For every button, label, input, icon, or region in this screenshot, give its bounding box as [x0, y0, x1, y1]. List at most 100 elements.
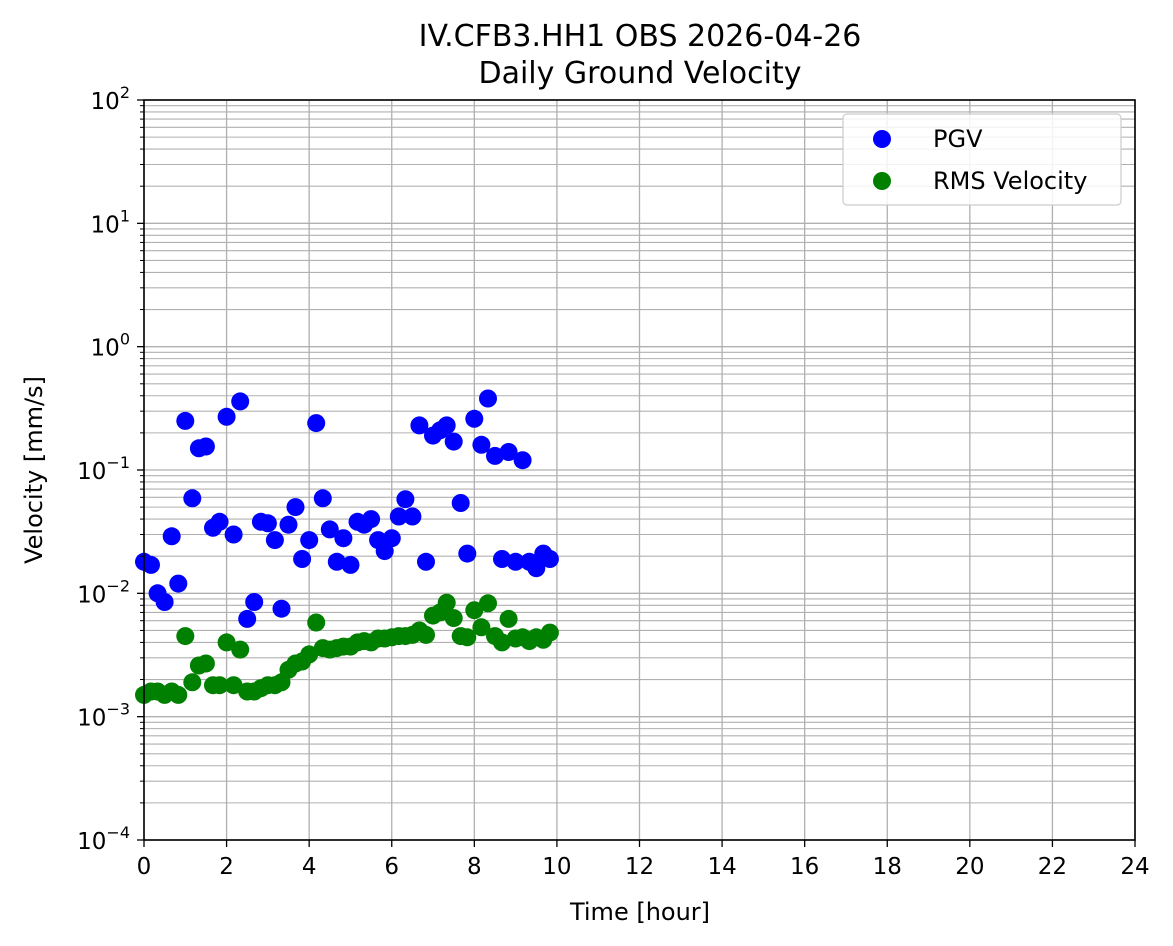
- point-pgv: [155, 593, 174, 611]
- x-tick-label: 2: [219, 854, 234, 880]
- point-pgv: [451, 494, 470, 512]
- y-tick-label: 100: [91, 330, 130, 362]
- legend-marker-pgv: [873, 130, 891, 148]
- point-pgv: [245, 593, 264, 611]
- point-pgv: [499, 443, 518, 461]
- chart-subtitle: Daily Ground Velocity: [478, 56, 801, 91]
- point-pgv: [410, 416, 429, 435]
- point-pgv: [540, 550, 559, 568]
- y-tick-label: 101: [91, 206, 130, 238]
- point-pgv: [444, 432, 463, 451]
- point-rms-velocity: [231, 640, 250, 659]
- point-pgv: [513, 451, 532, 470]
- x-tick-label: 0: [137, 854, 152, 880]
- axis-ticks: 0 2 4 6 8 10 12 14 16 18 20 22 2410−410−310−210−1100…: [77, 83, 1150, 880]
- y-tick-label: 10−2: [77, 576, 130, 608]
- point-rms-velocity: [479, 594, 497, 613]
- point-rms-velocity: [540, 623, 559, 642]
- x-tick-label: 20: [955, 854, 984, 880]
- y-tick-label: 10−4: [77, 823, 130, 855]
- point-pgv: [183, 489, 202, 508]
- point-rms-velocity: [196, 654, 215, 673]
- point-pgv: [493, 550, 511, 568]
- point-pgv: [396, 490, 415, 509]
- point-rms-velocity: [300, 645, 319, 664]
- point-rms-velocity: [499, 609, 518, 628]
- chart-title: IV.CFB3.HH1 OBS 2026-04-26: [419, 19, 862, 54]
- point-rms-velocity: [465, 601, 484, 620]
- legend-box: [842, 113, 1122, 206]
- point-pgv: [142, 555, 160, 574]
- y-tick-label: 10−1: [77, 453, 130, 485]
- legend-marker-rms-velocity: [873, 172, 891, 190]
- point-rms-velocity: [224, 676, 243, 695]
- point-pgv: [403, 507, 422, 526]
- point-rms-velocity: [169, 685, 188, 704]
- point-pgv: [382, 529, 401, 548]
- point-pgv: [293, 550, 312, 568]
- point-pgv: [465, 409, 484, 428]
- x-tick-label: 14: [707, 854, 736, 880]
- legend: PGV RMS Velocity: [842, 113, 1122, 206]
- point-pgv: [389, 507, 408, 526]
- point-pgv: [265, 531, 284, 550]
- point-pgv: [527, 559, 546, 578]
- point-pgv: [224, 525, 243, 544]
- point-pgv: [341, 555, 360, 574]
- point-pgv: [176, 411, 195, 430]
- x-tick-label: 10: [542, 854, 571, 880]
- point-rms-velocity: [437, 593, 456, 612]
- x-tick-label: 12: [625, 854, 654, 880]
- point-rms-velocity: [210, 676, 229, 695]
- point-rms-velocity: [458, 628, 477, 647]
- point-pgv: [196, 437, 215, 456]
- x-tick-label: 16: [790, 854, 819, 880]
- x-tick-label: 22: [1038, 854, 1067, 880]
- point-pgv: [286, 498, 305, 517]
- point-rms-velocity: [307, 613, 326, 632]
- y-tick-label: 10−3: [77, 700, 130, 732]
- point-rms-velocity: [444, 609, 463, 628]
- point-pgv: [162, 527, 181, 546]
- point-rms-velocity: [472, 618, 491, 637]
- x-tick-label: 8: [467, 854, 482, 880]
- point-rms-velocity: [183, 673, 202, 692]
- point-pgv: [231, 392, 250, 411]
- point-pgv: [417, 552, 435, 571]
- point-pgv: [362, 510, 381, 529]
- point-pgv: [300, 531, 319, 550]
- point-pgv: [272, 599, 291, 618]
- point-rms-velocity: [417, 625, 435, 644]
- x-tick-label: 24: [1120, 854, 1149, 880]
- point-pgv: [258, 514, 277, 533]
- point-pgv: [320, 520, 339, 539]
- legend-label-pgv: PGV: [933, 125, 983, 153]
- point-pgv: [334, 529, 353, 548]
- point-rms-velocity: [217, 633, 236, 652]
- x-tick-label: 18: [873, 854, 902, 880]
- x-axis-label: Time [hour]: [569, 898, 710, 926]
- point-rms-velocity: [176, 627, 195, 646]
- x-tick-label: 4: [302, 854, 317, 880]
- data-points: [135, 389, 559, 704]
- point-pgv: [437, 416, 456, 435]
- point-pgv: [169, 574, 188, 593]
- point-pgv: [217, 407, 236, 426]
- point-pgv: [307, 414, 326, 433]
- point-pgv: [210, 512, 229, 531]
- point-pgv: [506, 552, 525, 571]
- point-pgv: [486, 446, 504, 465]
- y-axis-label: Velocity [mm/s]: [20, 376, 48, 564]
- point-pgv: [458, 544, 477, 563]
- legend-label-rms-velocity: RMS Velocity: [933, 167, 1087, 195]
- y-tick-label: 102: [91, 83, 130, 115]
- point-pgv: [313, 489, 332, 508]
- point-rms-velocity: [493, 633, 511, 652]
- point-pgv: [238, 609, 257, 628]
- point-pgv: [479, 389, 497, 408]
- point-pgv: [472, 435, 491, 454]
- point-pgv: [327, 552, 346, 571]
- grid: [143, 99, 1136, 841]
- x-tick-label: 6: [384, 854, 399, 880]
